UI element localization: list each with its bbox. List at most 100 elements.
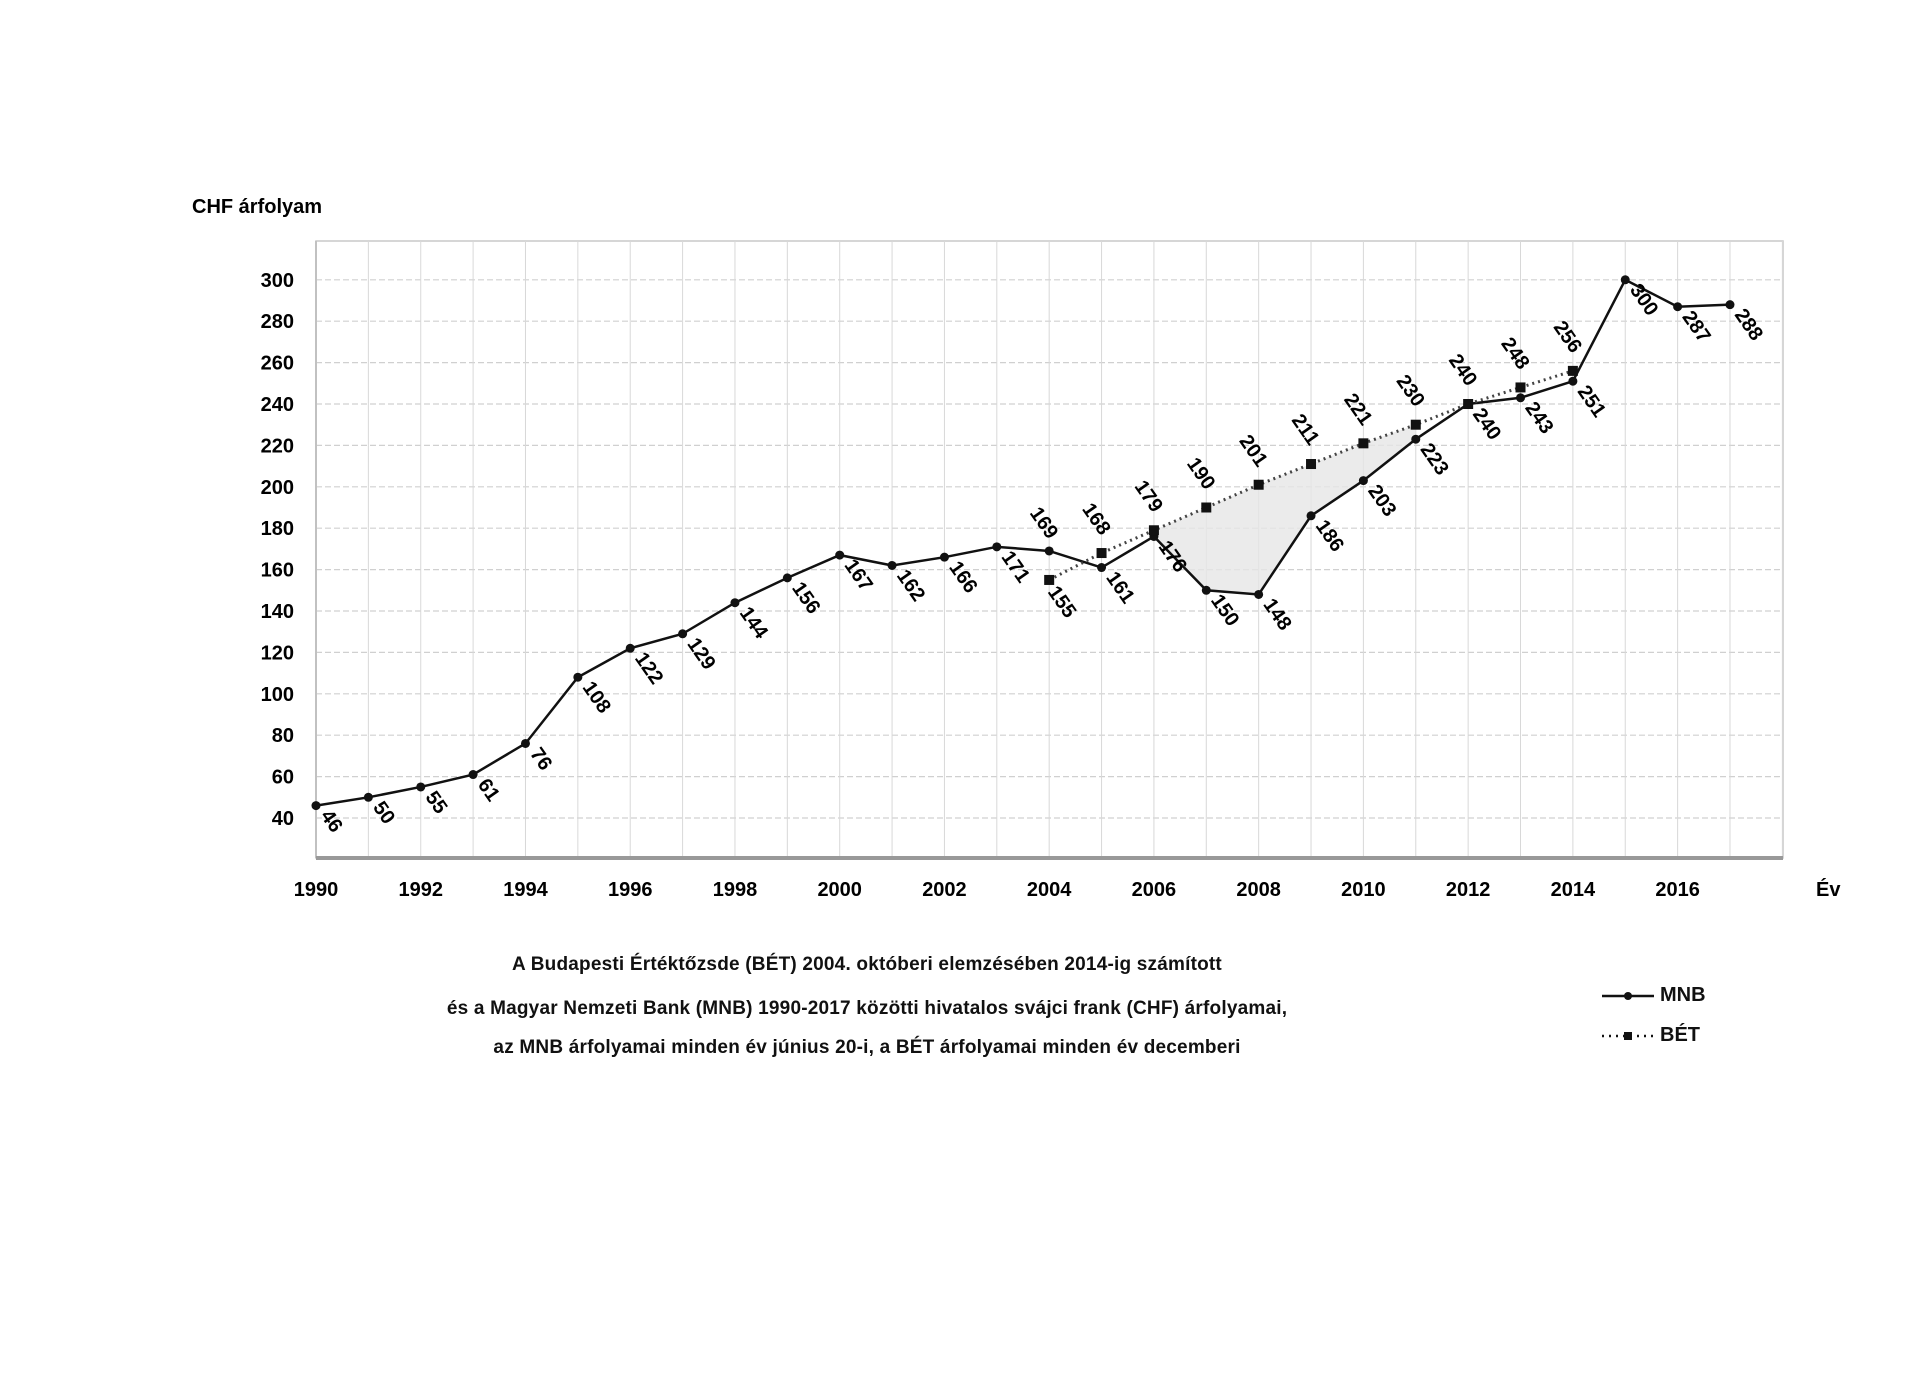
x-tick-label: 2010	[1341, 879, 1386, 901]
bet-point	[1096, 548, 1107, 559]
mnb-point	[1620, 275, 1630, 285]
x-tick-label: 1990	[294, 879, 339, 901]
bet-point	[1148, 525, 1159, 536]
mnb-data-label: 300	[1625, 280, 1662, 320]
mnb-data-label: 169	[1025, 503, 1062, 543]
mnb-data-label: 171	[997, 547, 1034, 587]
bet-point	[1463, 399, 1474, 409]
x-tick-label: 2002	[922, 879, 967, 901]
series-line-bet	[1048, 369, 1574, 582]
x-tick-label: 2016	[1655, 879, 1700, 901]
y-tick-label: 300	[261, 270, 294, 292]
mnb-data-label: 148	[1259, 595, 1296, 635]
mnb-point	[1568, 376, 1578, 386]
mnb-point	[468, 770, 478, 780]
mnb-data-label: 251	[1573, 381, 1610, 421]
mnb-point	[887, 560, 897, 570]
mnb-point	[782, 573, 792, 583]
mnb-point	[1516, 393, 1526, 403]
bet-point	[1358, 438, 1369, 449]
x-tick-label: 1996	[608, 879, 653, 901]
x-tick-label: 2006	[1132, 879, 1177, 901]
bet-data-label: 211	[1287, 410, 1324, 449]
x-axis-title: Év	[1816, 878, 1841, 901]
caption-line-3: az MNB árfolyamai minden év június 20-i,…	[493, 1037, 1241, 1058]
x-tick-label: 2004	[1027, 879, 1072, 901]
mnb-data-label: 61	[473, 775, 504, 806]
mnb-data-label: 162	[892, 566, 929, 606]
mnb-data-label: 186	[1311, 516, 1348, 556]
x-tick-label: 2008	[1236, 879, 1281, 901]
x-tick-label: 2014	[1551, 879, 1596, 901]
mnb-data-label: 55	[421, 787, 452, 818]
y-tick-label: 280	[261, 311, 294, 333]
y-tick-label: 40	[272, 808, 294, 830]
y-tick-label: 240	[261, 394, 294, 416]
mnb-data-label: 108	[578, 677, 615, 717]
mnb-data-label: 156	[787, 578, 824, 618]
series-line-mnb	[315, 278, 1731, 807]
bet-data-label: 190	[1182, 454, 1219, 494]
mnb-data-label: 287	[1678, 307, 1715, 347]
y-tick-label: 260	[261, 353, 294, 375]
caption-line-2: és a Magyar Nemzeti Bank (MNB) 1990-2017…	[446, 998, 1288, 1019]
y-tick-label: 180	[261, 518, 294, 540]
mnb-point	[1097, 563, 1107, 573]
y-tick-label: 80	[272, 725, 294, 747]
mnb-point	[311, 801, 321, 811]
y-tick-label: 100	[261, 684, 294, 706]
mnb-point	[678, 629, 688, 639]
x-tick-label: 1992	[398, 879, 443, 901]
bet-data-label: 256	[1549, 317, 1586, 357]
x-tick-label: 2012	[1446, 879, 1491, 901]
bet-point	[1201, 502, 1212, 513]
y-tick-label: 160	[261, 560, 294, 582]
mnb-point	[1044, 546, 1054, 556]
mnb-point	[363, 792, 373, 802]
y-tick-label: 120	[261, 642, 294, 664]
mnb-point	[835, 550, 845, 560]
gap-area	[1153, 424, 1416, 595]
mnb-point	[1201, 585, 1211, 595]
mnb-data-label: 288	[1730, 305, 1767, 345]
mnb-data-label: 161	[1101, 568, 1138, 608]
y-tick-label: 60	[272, 767, 294, 789]
mnb-point	[1673, 302, 1683, 312]
x-tick-label: 1998	[713, 879, 758, 901]
bet-data-label: 240	[1444, 350, 1481, 390]
mnb-data-label: 203	[1363, 481, 1400, 521]
bet-data-label: 155	[1043, 582, 1080, 622]
bet-point	[1306, 459, 1317, 470]
mnb-data-label: 129	[682, 634, 719, 674]
bet-data-label: 230	[1392, 371, 1429, 411]
mnb-point	[1306, 511, 1316, 521]
mnb-point	[939, 552, 949, 562]
legend-mnb-line-icon	[1602, 991, 1654, 1000]
mnb-point	[520, 738, 530, 748]
mnb-data-label: 150	[1206, 591, 1243, 631]
y-tick-label: 140	[261, 601, 294, 623]
mnb-point	[625, 643, 635, 653]
mnb-point	[1358, 476, 1368, 486]
bet-data-label: 179	[1130, 477, 1167, 517]
mnb-data-label: 50	[368, 798, 399, 829]
legend-item-mnb: MNB	[1600, 984, 1706, 1007]
mnb-point	[1411, 434, 1421, 444]
mnb-point	[416, 782, 426, 792]
y-tick-label: 200	[261, 477, 294, 499]
mnb-data-label: 46	[316, 806, 347, 837]
mnb-data-label: 223	[1416, 439, 1453, 479]
y-tick-label: 220	[261, 435, 294, 457]
bet-data-label: 248	[1496, 334, 1533, 374]
bet-point	[1567, 365, 1578, 376]
mnb-point	[992, 542, 1002, 552]
legend-item-bet: BÉT	[1600, 1024, 1700, 1047]
mnb-data-label: 122	[630, 649, 667, 689]
mnb-point	[573, 672, 583, 682]
mnb-data-label: 166	[944, 557, 981, 597]
legend-mnb-label: MNB	[1660, 984, 1706, 1006]
bet-point	[1410, 419, 1421, 430]
x-tick-label: 1994	[503, 879, 548, 901]
mnb-data-label: 76	[525, 744, 556, 775]
